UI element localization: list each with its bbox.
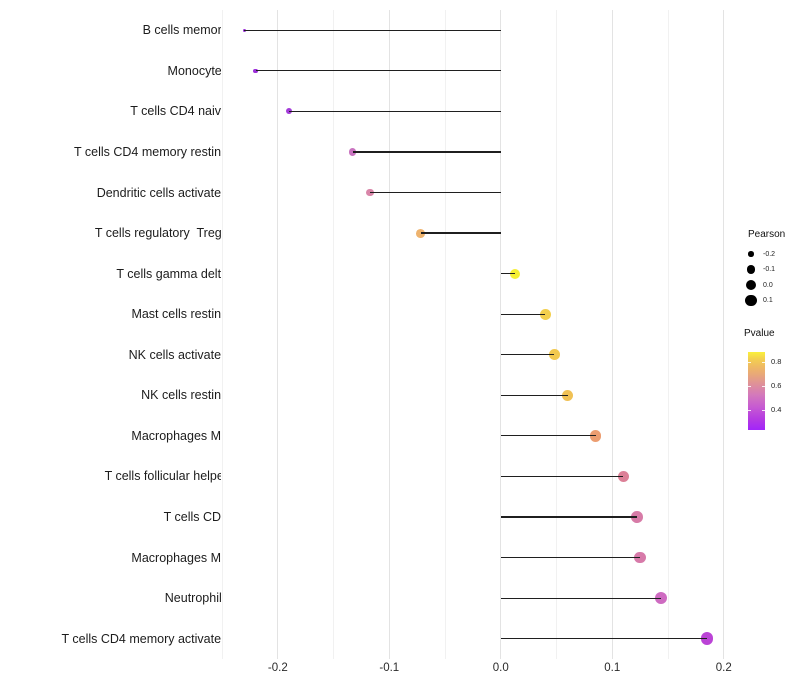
data-point — [242, 28, 246, 32]
lollipop-stem — [500, 313, 546, 315]
data-point — [589, 430, 602, 442]
y-axis-label: T cells CD8 — [163, 510, 228, 525]
data-point — [634, 551, 647, 564]
legend-size-label: 0.0 — [763, 281, 773, 289]
data-point — [700, 632, 714, 645]
gridline-major — [277, 10, 279, 659]
data-point — [655, 592, 668, 605]
legend-size-dot — [746, 265, 756, 274]
legend-pearson-title: Pearson — [748, 229, 786, 240]
gridline-minor — [221, 10, 223, 659]
y-axis-label: Neutrophils — [164, 591, 228, 606]
lollipop-stem — [244, 29, 501, 31]
gridline-major — [388, 10, 390, 659]
x-axis-tick-label: 0.0 — [492, 662, 509, 674]
colorbar-tick — [748, 385, 751, 387]
lollipop-stem — [500, 435, 596, 437]
legend-size-entry: -0.2 — [744, 246, 775, 262]
data-point — [548, 349, 560, 361]
y-axis-label: T cells CD4 memory activated — [61, 631, 229, 646]
gridline-major — [723, 10, 725, 659]
data-point — [510, 268, 521, 279]
lollipop-stem — [500, 556, 641, 559]
colorbar-tick — [762, 361, 765, 363]
gridline-minor — [444, 10, 446, 659]
lollipop-stem — [500, 597, 662, 599]
legend-size-label: 0.1 — [763, 297, 773, 304]
legend-size-entry: 0.0 — [744, 277, 773, 293]
lollipop-stem — [420, 232, 501, 234]
data-point — [617, 470, 630, 483]
legend-size-label: -0.1 — [763, 266, 776, 273]
legend-size-dot — [748, 251, 754, 257]
y-axis-label: NK cells resting — [141, 388, 228, 403]
x-axis-tick-label: -0.2 — [267, 662, 288, 674]
lollipop-stem — [370, 191, 501, 194]
lollipop-stem — [500, 516, 637, 518]
gridline-minor — [556, 10, 558, 659]
y-axis-label: T cells CD4 naive — [130, 104, 228, 119]
x-axis-tick-label: 0.2 — [715, 662, 732, 674]
colorbar-gradient — [748, 352, 765, 430]
colorbar-tick — [762, 409, 765, 411]
colorbar-tick — [748, 409, 751, 411]
y-axis-label: B cells memory — [142, 23, 228, 38]
y-axis-label: T cells follicular helper — [104, 469, 228, 484]
y-axis-label: Macrophages M0 — [131, 550, 228, 565]
legend-size-dot — [745, 279, 757, 291]
lollipop-stem — [500, 354, 555, 356]
gridline-major — [611, 10, 613, 659]
y-axis-label: Monocytes — [167, 63, 228, 78]
y-axis-label: T cells CD4 memory resting — [74, 144, 228, 159]
y-axis-label: Dendritic cells activated — [96, 185, 228, 200]
x-axis-tick-label: 0.1 — [604, 662, 621, 674]
data-point — [348, 148, 357, 156]
lollipop-stem — [255, 70, 501, 72]
gridline-minor — [667, 10, 669, 659]
lollipop-stem — [500, 394, 568, 396]
data-point — [630, 511, 643, 523]
colorbar-tick — [762, 385, 765, 387]
y-axis-label: T cells gamma delta — [116, 266, 228, 281]
colorbar-tick-label: 0.6 — [771, 380, 782, 390]
lollipop-stem — [352, 151, 501, 153]
legend-size-label: -0.2 — [763, 250, 776, 258]
lollipop-stem — [288, 110, 501, 112]
gridline-minor — [333, 10, 335, 659]
y-axis-label: T cells regulatory Tregs — [94, 226, 228, 241]
data-point — [540, 308, 551, 320]
legend-size-entry: 0.1 — [744, 293, 773, 309]
legend-size-dot — [745, 294, 757, 307]
legend: Pearson -0.2 -0.1 0.0 0.1 Pvalue 0.8 0.6 0.4 — [740, 222, 800, 452]
lollipop-stem — [500, 273, 516, 275]
colorbar-tick — [748, 361, 751, 363]
data-point — [562, 389, 574, 401]
colorbar-tick-label: 0.8 — [771, 356, 782, 366]
colorbar-tick-label: 0.4 — [771, 404, 782, 414]
lollipop-stem — [500, 475, 624, 478]
y-axis-label: NK cells activated — [128, 347, 228, 362]
data-point — [253, 68, 258, 74]
y-axis-label: Mast cells resting — [131, 307, 228, 322]
lollipop-stem — [500, 638, 707, 640]
plot-panel — [221, 10, 736, 659]
gridline-major — [500, 10, 502, 659]
legend-size-entry: -0.1 — [744, 262, 775, 278]
x-axis-tick-label: -0.1 — [379, 662, 400, 674]
y-axis-label: Macrophages M2 — [131, 428, 228, 443]
legend-pvalue-title: Pvalue — [744, 328, 775, 339]
